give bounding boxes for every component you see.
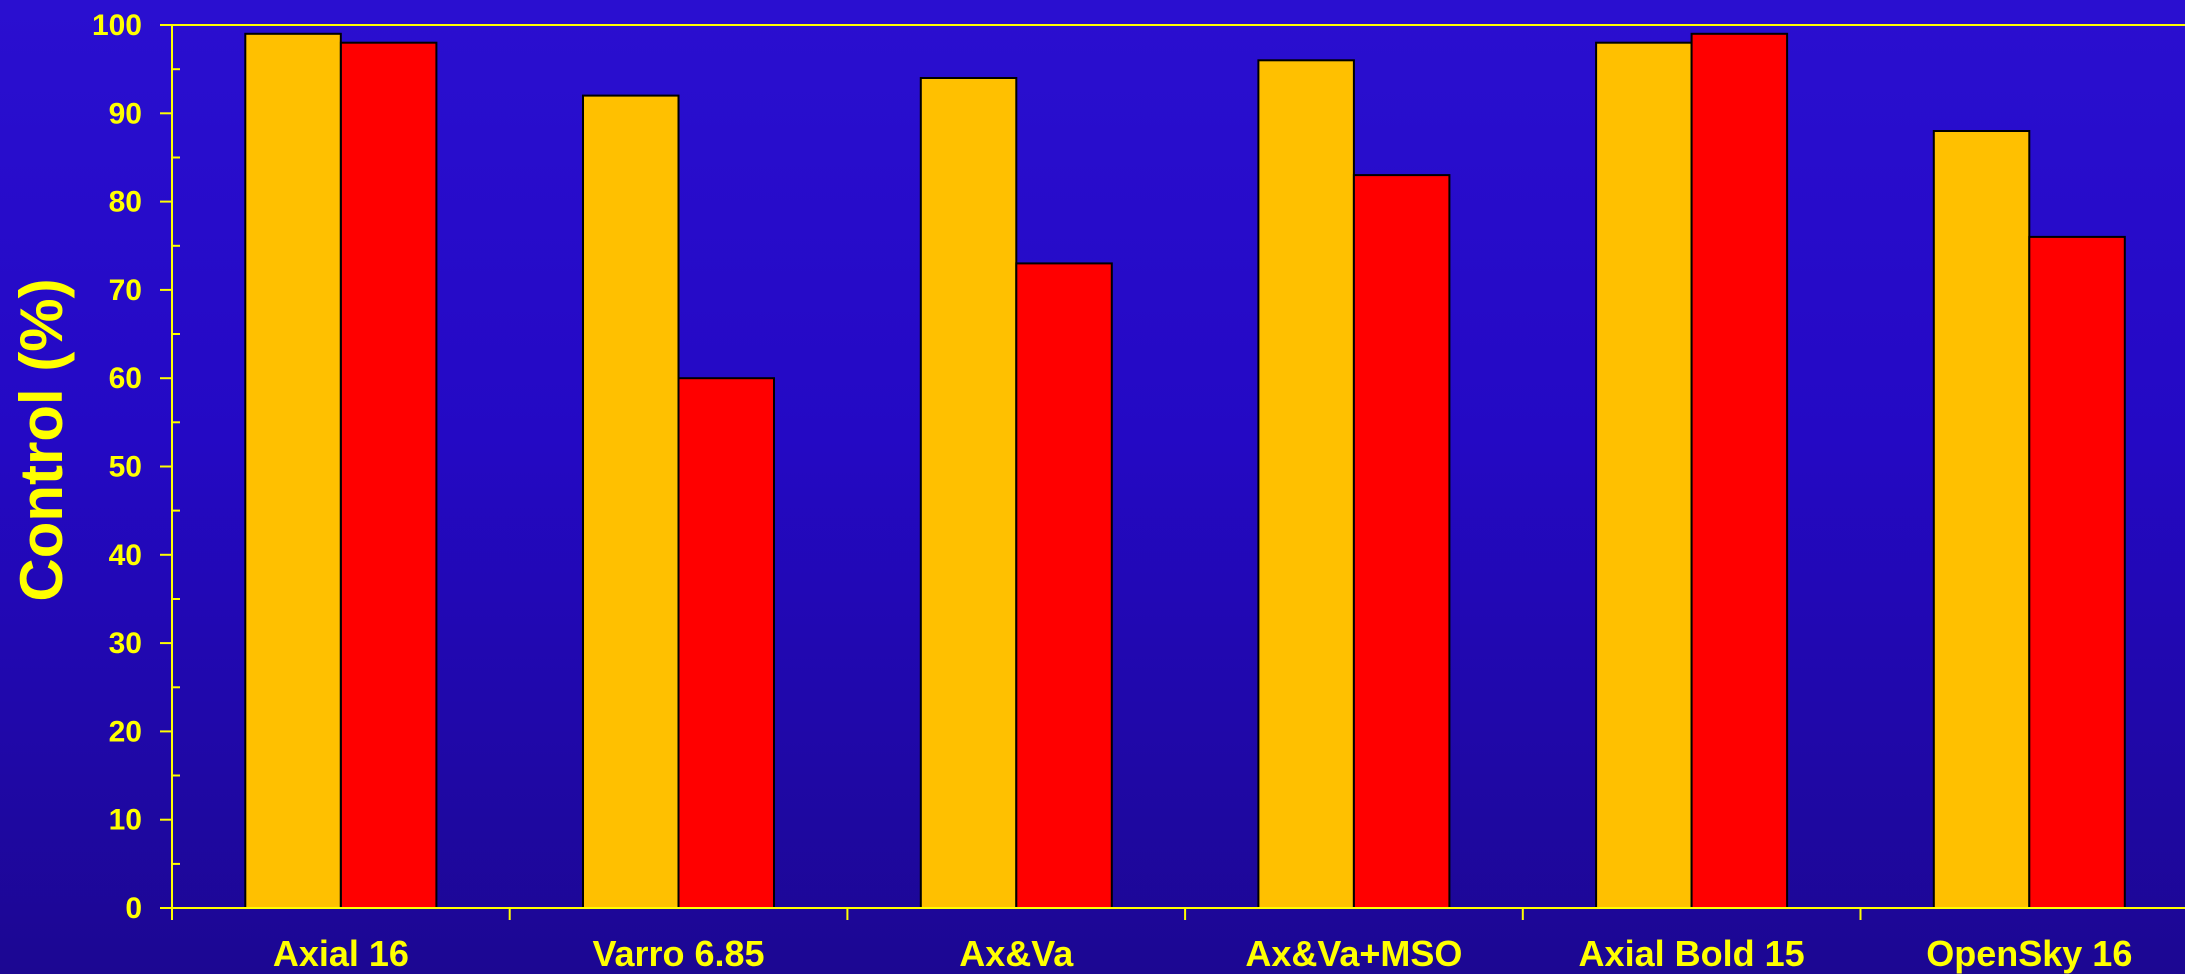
axes-group <box>160 24 2185 920</box>
x-tick-label: Varro 6.85 <box>592 933 764 974</box>
bar-series2-5 <box>1690 32 1789 910</box>
y-tick-label: 10 <box>109 804 142 837</box>
x-tick-label: Axial 16 <box>273 933 409 974</box>
bar-series2-1 <box>339 41 438 909</box>
y-tick-label: 50 <box>109 451 142 484</box>
y-tick-label: 40 <box>109 539 142 572</box>
y-tick-label: 0 <box>125 892 142 925</box>
bar-series1-3 <box>919 77 1018 909</box>
bar-series1-5 <box>1595 41 1693 909</box>
bar-series2-6 <box>2028 235 2126 909</box>
bar-series1-4 <box>1257 59 1355 910</box>
bars-group <box>244 32 2126 910</box>
bar-series2-3 <box>1015 262 1113 909</box>
bar-series1-1 <box>244 32 342 910</box>
x-tick-label: Ax&Va <box>959 933 1074 974</box>
y-tick-label: 30 <box>109 627 142 660</box>
bar-series1-6 <box>1932 130 2031 909</box>
y-tick-label: 20 <box>109 715 142 748</box>
bar-series2-4 <box>1352 174 1451 910</box>
y-axis-title: Control (%) <box>8 278 75 601</box>
x-tick-label: Axial Bold 15 <box>1579 933 1805 974</box>
bar-series1-2 <box>582 94 680 910</box>
y-tick-label: 100 <box>92 9 142 42</box>
x-tick-label: OpenSky 16 <box>1926 933 2132 974</box>
x-tick-label: Ax&Va+MSO <box>1245 933 1462 974</box>
bar-series2-2 <box>677 377 775 909</box>
y-tick-label: 80 <box>109 186 142 219</box>
y-tick-label: 70 <box>109 274 142 307</box>
y-tick-label: 90 <box>109 97 142 130</box>
y-tick-label: 60 <box>109 362 142 395</box>
labels-group: Axial 16 Varro 6.85 Ax&Va Ax&Va+MSO Axial Bo… <box>92 9 2132 974</box>
